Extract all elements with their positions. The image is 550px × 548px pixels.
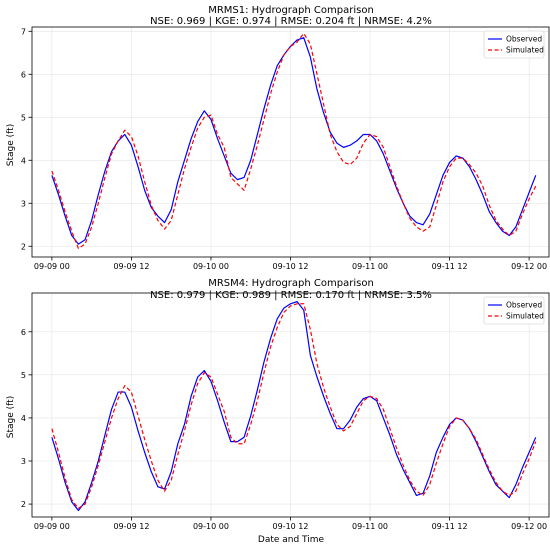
y-tick-label: 3	[21, 457, 26, 466]
legend-label: Observed	[506, 301, 542, 310]
x-tick-label: 09-11 00	[352, 262, 388, 271]
x-tick-label: 09-09 12	[113, 522, 149, 531]
x-tick-label: 09-10 12	[273, 522, 309, 531]
x-tick-label: 09-10 00	[193, 522, 229, 531]
chart-1-title: MRMS1: Hydrograph Comparison	[208, 5, 374, 16]
y-tick-label: 2	[21, 242, 26, 251]
y-tick-label: 2	[21, 500, 26, 509]
x-tick-label: 09-11 12	[432, 262, 468, 271]
y-tick-label: 6	[21, 328, 26, 337]
series-line-observed	[51, 301, 537, 512]
series-line-observed	[51, 37, 537, 245]
chart-1-legend: Observed Simulated	[483, 30, 545, 59]
legend-label: Simulated	[506, 312, 544, 321]
x-tick-label: 09-09 00	[34, 262, 70, 271]
x-tick-label: 09-10 12	[273, 262, 309, 271]
chart-2-xlabel: Date and Time	[258, 535, 325, 545]
chart-1-grid	[32, 27, 549, 257]
series-line-simulated	[51, 303, 537, 509]
chart-mrsm4: MRSM4: Hydrograph Comparison NSE: 0.979 …	[6, 278, 550, 545]
x-tick-label: 09-12 00	[511, 522, 547, 531]
y-tick-label: 5	[21, 371, 26, 380]
y-tick-label: 3	[21, 199, 26, 208]
y-tick-label: 6	[21, 70, 26, 79]
chart-mrms1: MRMS1: Hydrograph Comparison NSE: 0.969 …	[6, 5, 550, 271]
x-tick-label: 09-09 12	[113, 262, 149, 271]
chart-1-series	[51, 32, 537, 249]
chart-2-ticks: 09-09 00 09-09 12 09-10 00 09-10 12 09-11 00…	[21, 328, 547, 531]
chart-1-ticks: 09-09 00 09-09 12 09-10 00 09-10 12 09-11 00…	[21, 27, 547, 271]
y-tick-label: 4	[21, 156, 26, 165]
chart-1-ylabel: Stage (ft)	[6, 124, 16, 166]
series-line-simulated	[51, 32, 537, 249]
legend-label: Simulated	[506, 46, 544, 55]
x-tick-label: 09-09 00	[34, 522, 70, 531]
x-tick-label: 09-11 12	[432, 522, 468, 531]
chart-1-subtitle: NSE: 0.969 | KGE: 0.974 | RMSE: 0.204 ft…	[150, 16, 432, 27]
chart-2-series	[51, 301, 537, 512]
chart-2-legend: Observed Simulated	[483, 296, 545, 325]
legend-label: Observed	[506, 35, 542, 44]
y-tick-label: 5	[21, 113, 26, 122]
chart-2-grid	[32, 293, 549, 517]
y-tick-label: 7	[21, 27, 26, 36]
x-tick-label: 09-11 00	[352, 522, 388, 531]
x-tick-label: 09-12 00	[511, 262, 547, 271]
x-tick-label: 09-10 00	[193, 262, 229, 271]
y-tick-label: 4	[21, 414, 26, 423]
chart-2-ylabel: Stage (ft)	[6, 396, 16, 438]
chart-2-subtitle: NSE: 0.979 | KGE: 0.989 | RMSE: 0.170 ft…	[150, 290, 432, 301]
legend-box	[483, 30, 545, 59]
legend-box	[483, 296, 545, 325]
chart-2-title: MRSM4: Hydrograph Comparison	[208, 278, 374, 289]
